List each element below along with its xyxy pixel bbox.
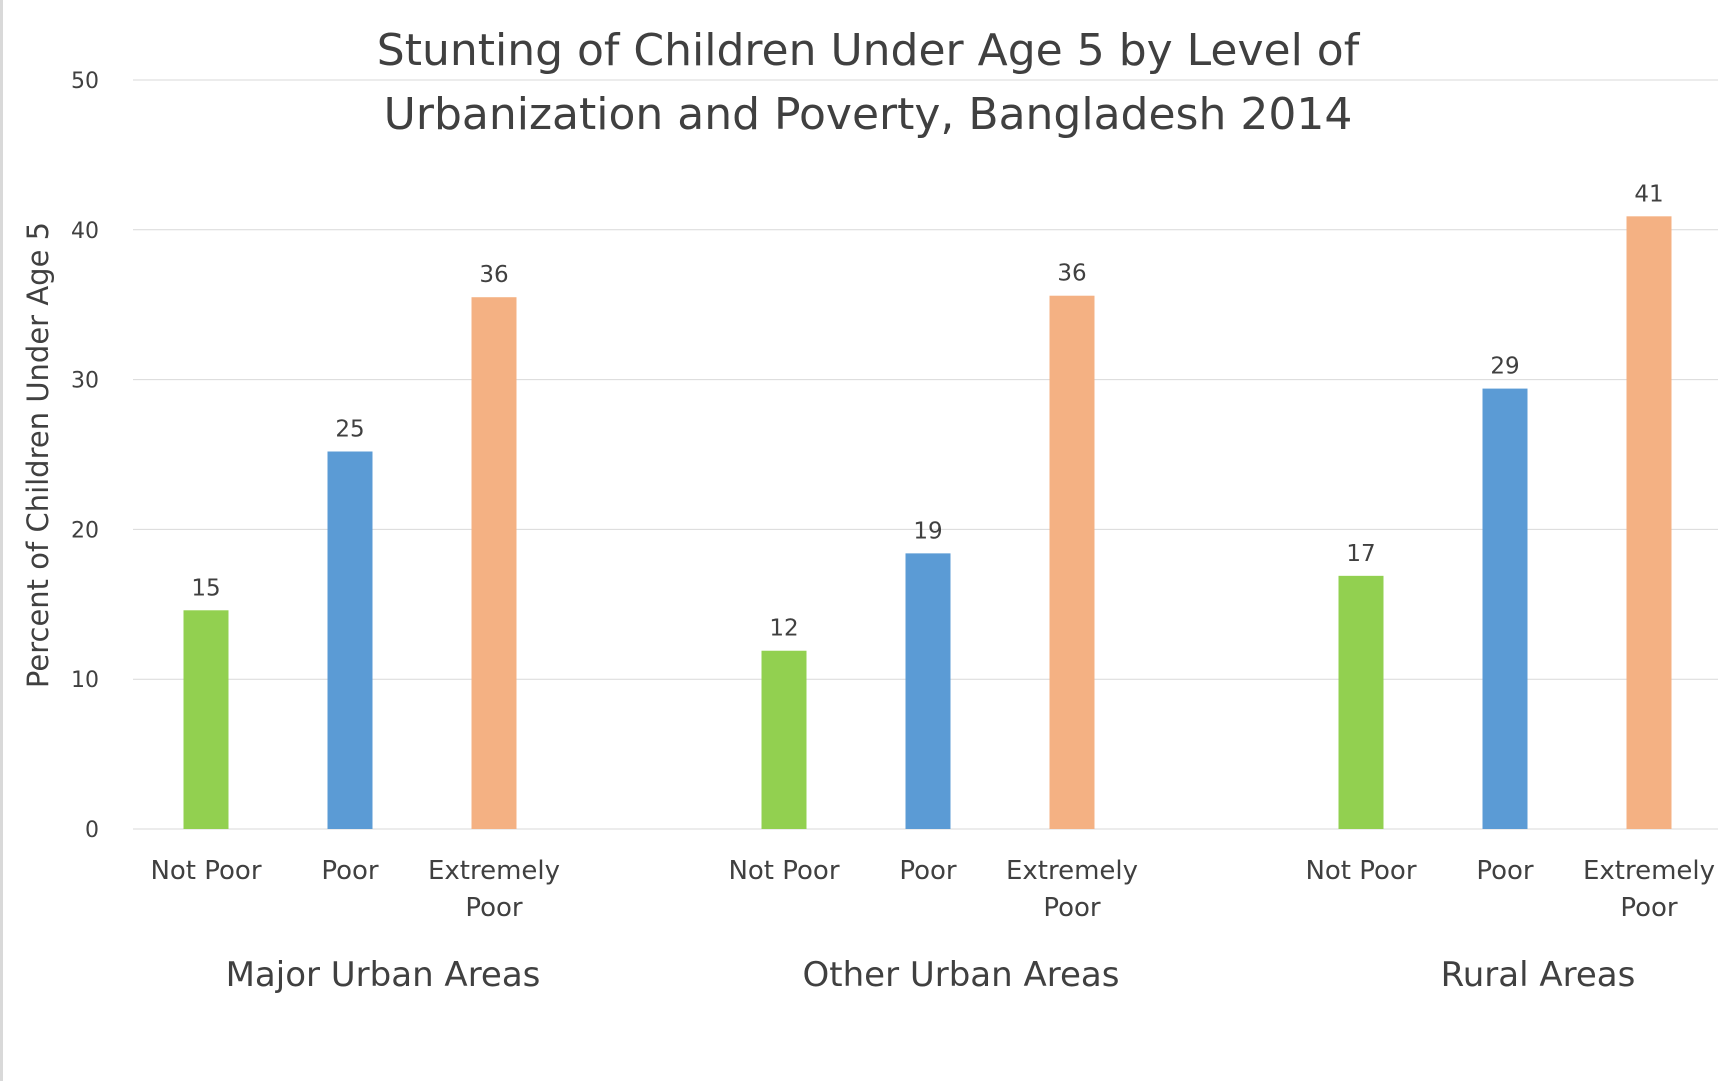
bar <box>1338 575 1384 829</box>
category-label: Extremely <box>1583 856 1715 886</box>
group-label: Other Urban Areas <box>803 955 1120 995</box>
y-tick-label: 50 <box>71 69 99 94</box>
category-label: Poor <box>321 856 379 886</box>
category-label: Not Poor <box>728 856 839 886</box>
group-label: Major Urban Areas <box>226 955 541 995</box>
category-label: Poor <box>1476 856 1534 886</box>
bar <box>471 297 517 830</box>
bar <box>1626 216 1672 829</box>
y-tick-label: 30 <box>71 369 99 394</box>
bar <box>905 553 951 829</box>
bar <box>761 650 807 829</box>
data-label: 25 <box>335 417 364 443</box>
bar <box>327 451 373 829</box>
category-label: Poor <box>1620 893 1678 923</box>
y-tick-label: 40 <box>71 219 99 244</box>
category-label: Poor <box>465 893 523 923</box>
category-label: Not Poor <box>150 856 261 886</box>
bar <box>1049 295 1095 829</box>
bar <box>1482 388 1528 829</box>
category-label: Poor <box>1043 893 1101 923</box>
data-label: 41 <box>1634 181 1663 207</box>
category-label: Extremely <box>428 856 560 886</box>
category-label: Extremely <box>1006 856 1138 886</box>
data-label: 36 <box>479 262 508 288</box>
data-label: 12 <box>769 616 798 642</box>
bar <box>183 610 229 829</box>
category-label: Not Poor <box>1305 856 1416 886</box>
category-label: Poor <box>899 856 957 886</box>
group-label: Rural Areas <box>1441 955 1636 995</box>
y-tick-label: 20 <box>71 518 99 543</box>
y-tick-label: 0 <box>85 818 99 843</box>
y-axis-label: Percent of Children Under Age 5 <box>21 222 55 688</box>
data-label: 36 <box>1057 261 1086 287</box>
chart-title-line: Urbanization and Poverty, Bangladesh 201… <box>384 89 1353 140</box>
left-border <box>0 0 3 1081</box>
y-tick-label: 10 <box>71 668 99 693</box>
data-label: 15 <box>191 575 220 601</box>
data-label: 17 <box>1346 541 1375 567</box>
data-label: 29 <box>1490 354 1519 380</box>
data-label: 19 <box>913 518 942 544</box>
chart-title-line: Stunting of Children Under Age 5 by Leve… <box>377 25 1361 76</box>
